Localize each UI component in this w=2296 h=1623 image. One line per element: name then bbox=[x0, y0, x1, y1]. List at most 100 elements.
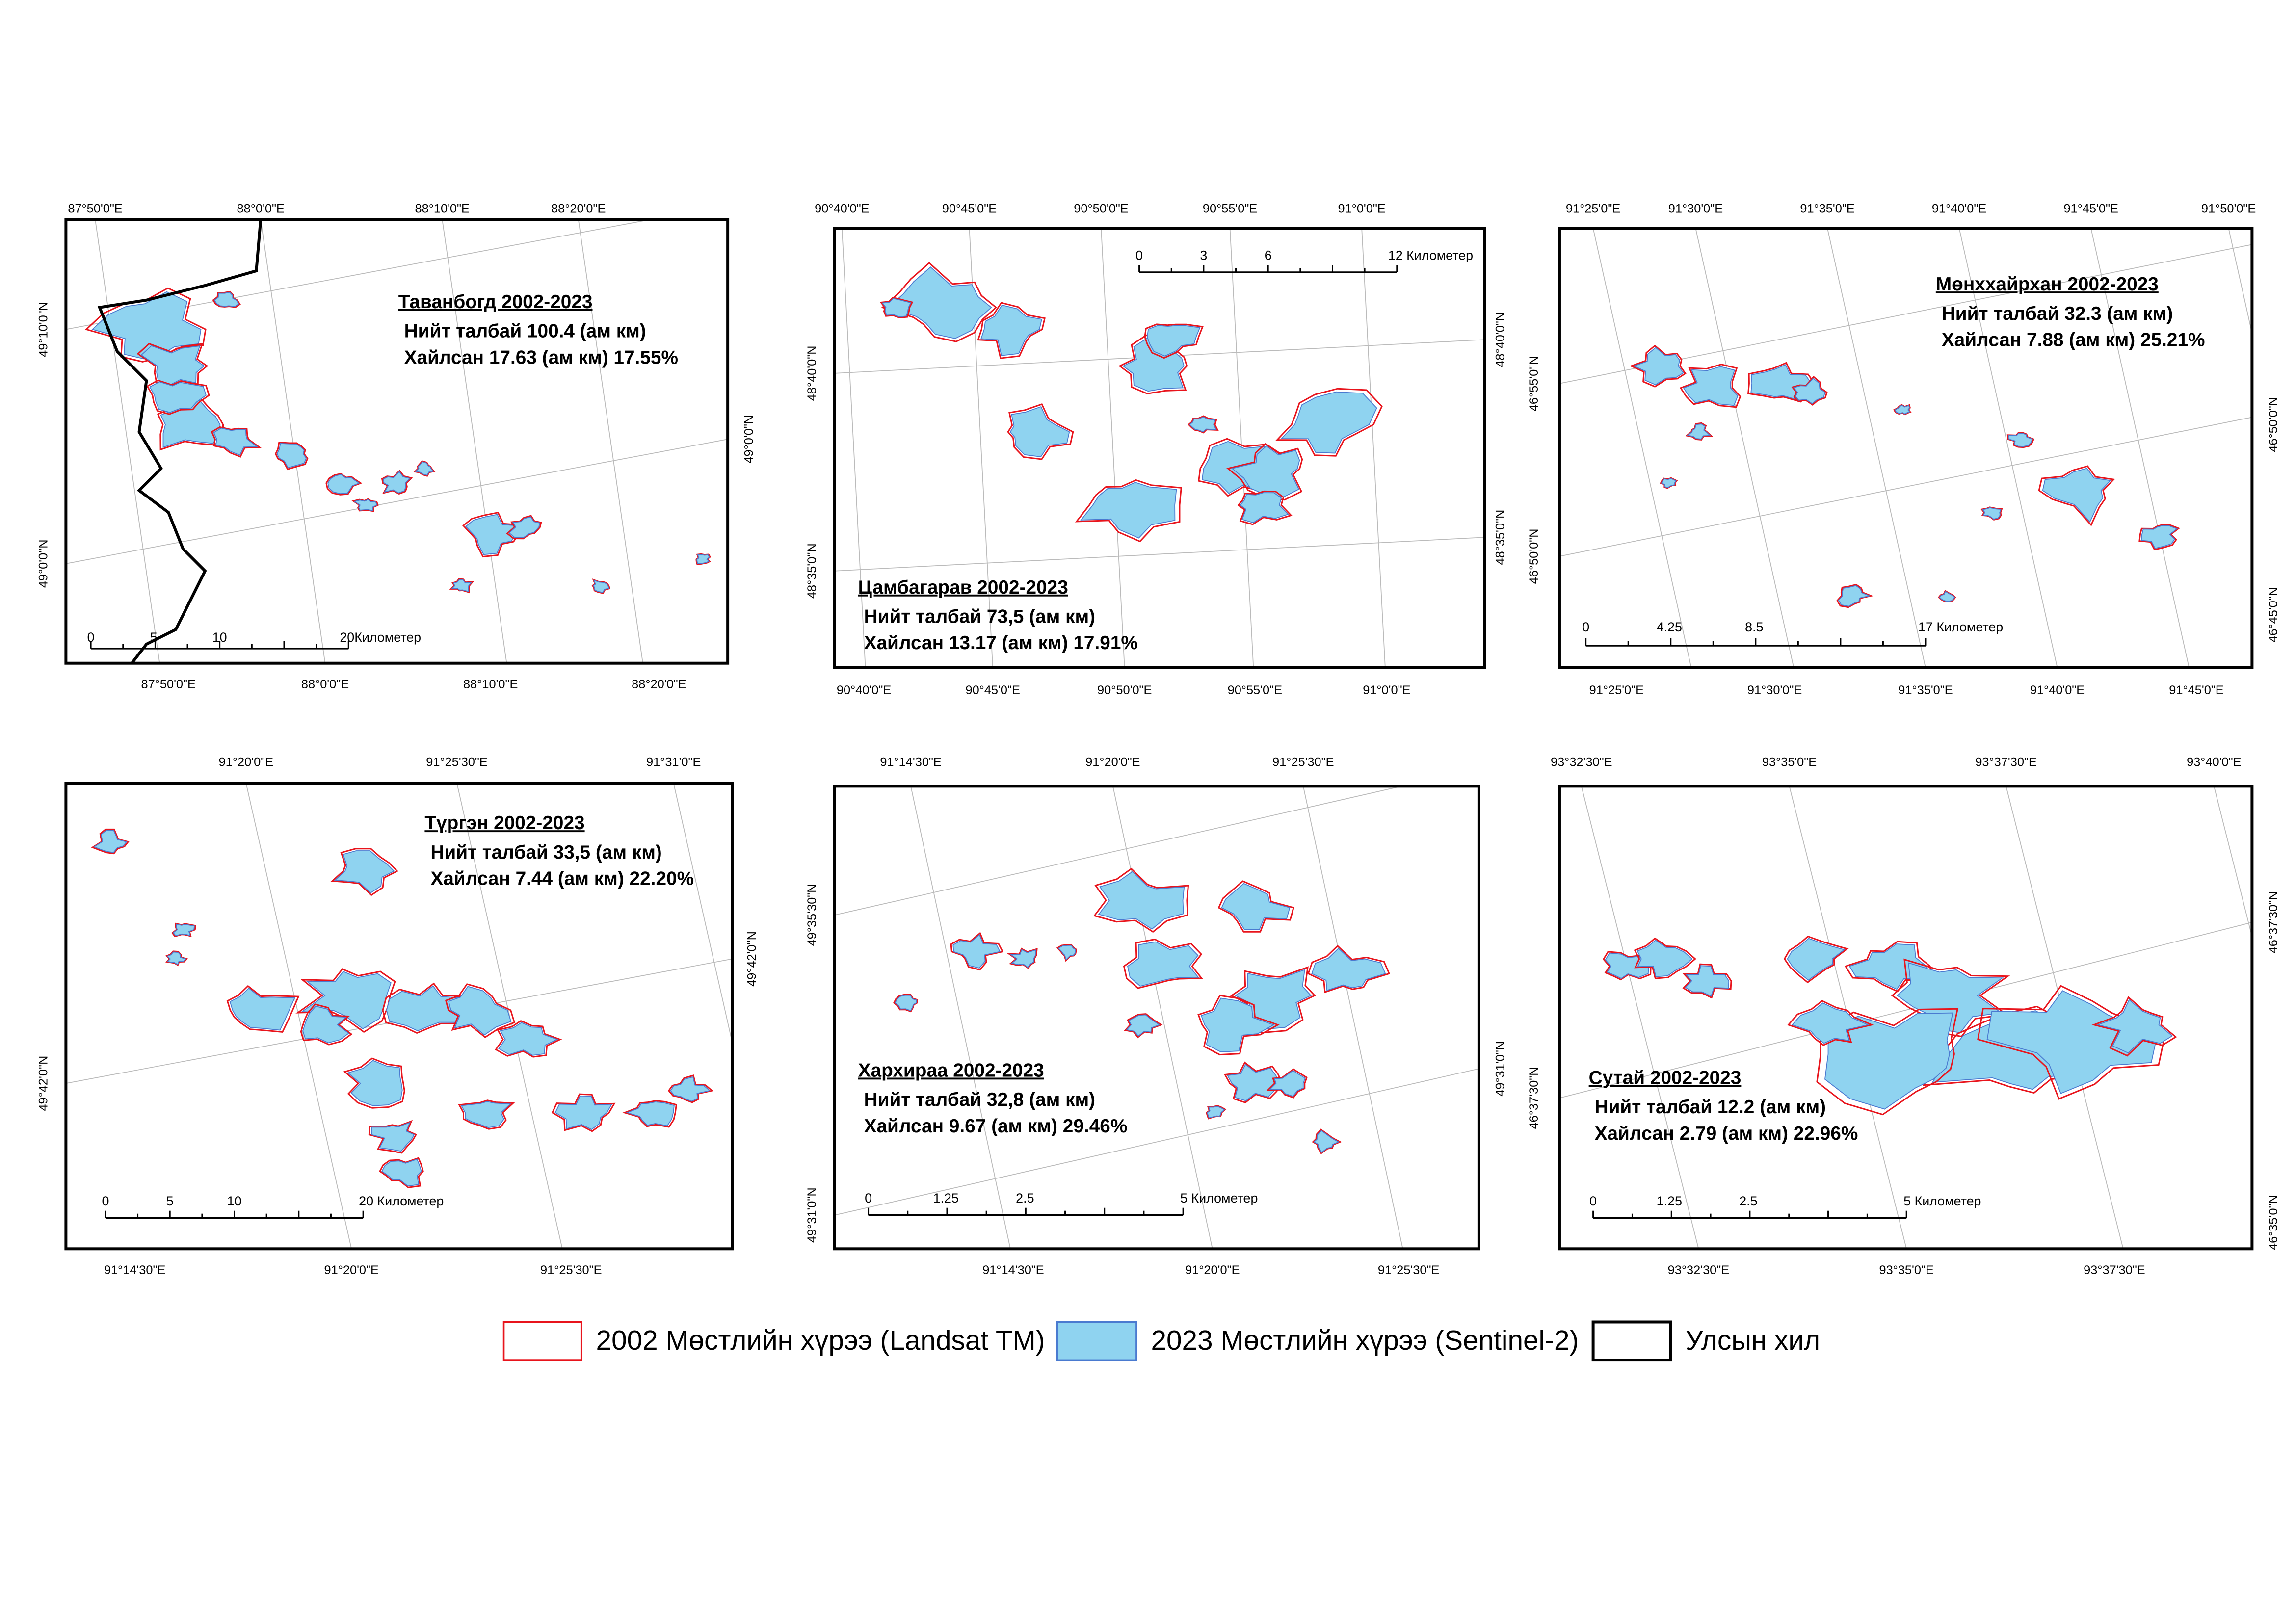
longitude-label: 91°25'30"E bbox=[1378, 1263, 1440, 1277]
graticule-line bbox=[834, 786, 1404, 916]
glacier-2023 bbox=[93, 830, 128, 853]
longitude-label: 91°20'0"E bbox=[1085, 755, 1140, 769]
glacier-2023 bbox=[2042, 468, 2111, 523]
graticule-line bbox=[1592, 228, 1692, 668]
legend: 2002 Мөстлийн хүрээ (Landsat TM) 2023 Мө… bbox=[502, 1320, 1821, 1362]
longitude-label: 91°31'0"E bbox=[646, 755, 701, 769]
longitude-label: 91°30'0"E bbox=[1668, 202, 1723, 215]
glacier-2023 bbox=[1127, 941, 1199, 987]
glacier-2002 bbox=[1123, 938, 1203, 989]
longitude-label: 91°14'30"E bbox=[982, 1263, 1044, 1277]
map-frame bbox=[64, 218, 730, 665]
latitude-label: 49°0'0"N bbox=[36, 539, 50, 588]
glacier-2002 bbox=[226, 985, 300, 1033]
glacier-2023 bbox=[2096, 999, 2173, 1054]
glacier-2002 bbox=[1275, 388, 1383, 457]
latitude-label: 48°40'0"N bbox=[1493, 312, 1507, 367]
glacier-2002 bbox=[2091, 996, 2177, 1057]
glacier-2002 bbox=[1682, 963, 1732, 999]
glacier-2023 bbox=[1685, 965, 1730, 997]
glacier-2023 bbox=[1080, 482, 1177, 539]
graticule-line bbox=[834, 1068, 1479, 1216]
glacier-2002 bbox=[1787, 1000, 1874, 1046]
glacier-2023 bbox=[91, 291, 202, 360]
glacier-2023 bbox=[1268, 1070, 1306, 1097]
glacier-2002 bbox=[1602, 951, 1652, 981]
glacier-2023 bbox=[1008, 949, 1036, 968]
glacier-2002 bbox=[445, 983, 516, 1038]
graticule-line bbox=[673, 783, 733, 1044]
scale-label: 0 bbox=[1135, 248, 1143, 262]
glacier-2023 bbox=[415, 461, 434, 476]
glacier-2002 bbox=[379, 1157, 424, 1188]
glacier-2002 bbox=[506, 515, 542, 540]
scale-label: 20 Километер bbox=[359, 1194, 444, 1208]
panel-title: Түргэн 2002-2023 bbox=[424, 812, 584, 834]
glacier-2023 bbox=[1986, 990, 2157, 1094]
glacier-2023 bbox=[1687, 423, 1712, 440]
map-panel: Түргэн 2002-2023 Нийт талбай 33,5 (ам км)… bbox=[36, 755, 759, 1277]
latitude-label: 46°37'30"N bbox=[2267, 891, 2280, 953]
glacier-2002 bbox=[1977, 985, 2165, 1100]
panel-title: Хархираа 2002-2023 bbox=[858, 1060, 1044, 1081]
glacier-2023 bbox=[1057, 944, 1076, 961]
graticule-line bbox=[910, 786, 1011, 1249]
longitude-label: 88°0'0"E bbox=[301, 678, 349, 691]
glacier-2023 bbox=[166, 951, 187, 966]
longitude-label: 87°50'0"E bbox=[68, 202, 122, 215]
glacier-2023 bbox=[276, 443, 307, 469]
glacier-2002 bbox=[1224, 1061, 1283, 1103]
scale-label: 8.5 bbox=[1745, 620, 1763, 634]
graticule-line bbox=[1581, 786, 1699, 1249]
glacier-2023 bbox=[386, 985, 464, 1031]
glacier-2023 bbox=[448, 986, 512, 1036]
glacier-2002 bbox=[622, 1100, 678, 1128]
glacier-2002 bbox=[146, 379, 210, 415]
longitude-label: 91°45'0"E bbox=[2063, 202, 2118, 215]
scale-label: 1.25 bbox=[1657, 1194, 1682, 1208]
glacier-2023 bbox=[1313, 1130, 1340, 1153]
map-content bbox=[66, 783, 733, 1249]
glacier-2002 bbox=[211, 426, 262, 458]
glacier-2023 bbox=[1207, 1106, 1225, 1119]
latitude-label: 49°31'0"N bbox=[1493, 1041, 1507, 1097]
glacier-2023 bbox=[498, 1022, 558, 1056]
longitude-label: 90°40'0"E bbox=[815, 202, 869, 215]
graticule-line bbox=[1101, 228, 1125, 668]
glacier-2002 bbox=[1634, 937, 1696, 979]
latitude-label: 49°0'0"N bbox=[742, 415, 756, 464]
latitude-label: 48°40'0"N bbox=[805, 345, 819, 401]
glacier-2002 bbox=[1679, 364, 1742, 408]
longitude-label: 90°55'0"E bbox=[1203, 202, 1257, 215]
national-border bbox=[97, 219, 263, 663]
glacier-2023 bbox=[1848, 943, 1929, 990]
scale-label: 10 bbox=[227, 1194, 242, 1208]
longitude-label: 91°0'0"E bbox=[1338, 202, 1385, 215]
scale-label: 12 Километер bbox=[1388, 248, 1473, 262]
graticule-line bbox=[442, 219, 507, 663]
total-area: Нийт талбай 12.2 (ам км) bbox=[1595, 1097, 1826, 1118]
longitude-label: 91°25'30"E bbox=[1272, 755, 1334, 769]
latitude-label: 46°35'0"N bbox=[2267, 1195, 2280, 1250]
glacier-2002 bbox=[1075, 479, 1182, 543]
melted-area: Хайлсан 7.88 (ам км) 25.21% bbox=[1942, 330, 2205, 351]
graticule-line bbox=[1302, 786, 1403, 1249]
map-frame bbox=[1558, 227, 2254, 669]
glacier-2002 bbox=[495, 1020, 562, 1058]
glacier-2002 bbox=[1816, 1008, 1959, 1116]
glacier-2023 bbox=[1633, 347, 1684, 386]
scale-label: 2.5 bbox=[1739, 1194, 1757, 1208]
legend-label: Улсын хил bbox=[1686, 1325, 1821, 1356]
longitude-label: 91°40'0"E bbox=[1932, 202, 1986, 215]
map-panel: Мөнххайрхан 2002-2023 Нийт талбай 32.3 (а… bbox=[1527, 202, 2280, 697]
glacier-2023 bbox=[1894, 405, 1911, 415]
glacier-2023 bbox=[229, 987, 295, 1031]
map-panel: Цамбагарав 2002-2023 Нийт талбай 73,5 (ам… bbox=[805, 202, 1507, 697]
glacier-2002 bbox=[2006, 432, 2035, 448]
glacier-2023 bbox=[696, 554, 710, 564]
glacier-2023 bbox=[149, 381, 207, 413]
graticule-line bbox=[1695, 228, 1795, 668]
scale-label: 5 Километер bbox=[1180, 1191, 1258, 1205]
glacier-2002 bbox=[458, 1099, 515, 1130]
glacier-2002 bbox=[1891, 958, 2010, 1038]
